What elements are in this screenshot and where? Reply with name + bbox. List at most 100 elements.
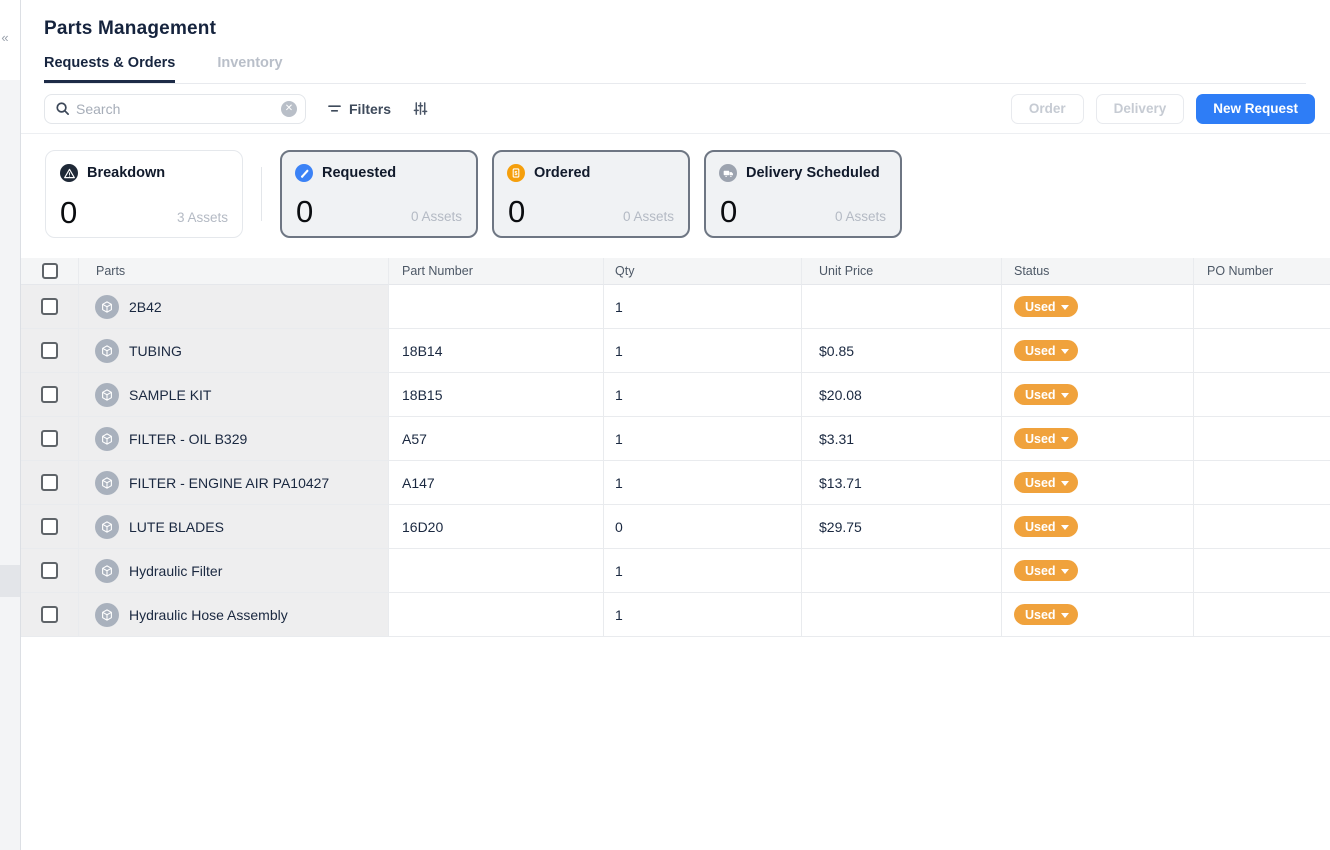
part-cell[interactable]: TUBING [79,329,389,373]
row-checkbox[interactable] [41,474,58,491]
table-row[interactable]: SAMPLE KIT 18B15 1 $20.08 Used [21,373,1330,417]
parts-management-page: Parts Management Requests & Orders Inven… [21,0,1330,850]
sidebar-collapse-chevron-icon[interactable]: « [1,30,9,45]
card-delivery-scheduled[interactable]: Delivery Scheduled 0 0 Assets [704,150,902,238]
sidebar-scrollbar-thumb[interactable] [0,565,20,597]
qty-cell[interactable]: 1 [604,461,802,505]
po-number-cell[interactable] [1194,417,1330,461]
unit-price-cell[interactable]: $3.31 [802,417,1002,461]
card-count: 0 [60,195,78,230]
row-checkbox[interactable] [41,298,58,315]
unit-price-cell[interactable] [802,593,1002,637]
row-checkbox[interactable] [41,430,58,447]
column-header-qty[interactable]: Qty [604,258,802,285]
part-cell[interactable]: 2B42 [79,285,389,329]
part-cell[interactable]: Hydraulic Hose Assembly [79,593,389,637]
search-input[interactable] [70,100,281,117]
po-number-cell[interactable] [1194,461,1330,505]
unit-price-cell[interactable]: $29.75 [802,505,1002,549]
qty-cell[interactable]: 1 [604,593,802,637]
new-request-button[interactable]: New Request [1196,93,1315,124]
row-checkbox-cell [21,461,79,505]
status-dropdown[interactable]: Used [1014,472,1078,493]
status-dropdown[interactable]: Used [1014,428,1078,449]
column-header-unit-price[interactable]: Unit Price [802,258,1002,285]
row-checkbox-cell [21,285,79,329]
table-row[interactable]: LUTE BLADES 16D20 0 $29.75 Used [21,505,1330,549]
status-value: Used [1025,607,1056,622]
part-cell[interactable]: FILTER - ENGINE AIR PA10427 [79,461,389,505]
delivery-button[interactable]: Delivery [1095,93,1185,124]
row-checkbox[interactable] [41,342,58,359]
qty-cell[interactable]: 1 [604,549,802,593]
status-dropdown[interactable]: Used [1014,560,1078,581]
unit-price-cell[interactable]: $0.85 [802,329,1002,373]
part-cell[interactable]: SAMPLE KIT [79,373,389,417]
part-name: Hydraulic Filter [129,562,223,579]
part-cell[interactable]: Hydraulic Filter [79,549,389,593]
po-number-cell[interactable] [1194,329,1330,373]
column-settings-button[interactable] [413,101,428,116]
part-number-cell[interactable] [389,285,604,329]
row-checkbox[interactable] [41,518,58,535]
filters-button[interactable]: Filters [327,101,391,117]
status-dropdown[interactable]: Used [1014,384,1078,405]
po-number-cell[interactable] [1194,593,1330,637]
filters-label: Filters [349,100,392,117]
card-breakdown[interactable]: Breakdown 0 3 Assets [45,150,243,238]
table-row[interactable]: TUBING 18B14 1 $0.85 Used [21,329,1330,373]
column-header-status[interactable]: Status [1002,258,1194,285]
table-row[interactable]: 2B42 1 Used [21,285,1330,329]
part-number-cell[interactable]: 16D20 [389,505,604,549]
part-cell[interactable]: FILTER - OIL B329 [79,417,389,461]
part-number-cell[interactable]: A147 [389,461,604,505]
row-checkbox[interactable] [41,606,58,623]
table-row[interactable]: Hydraulic Filter 1 Used [21,549,1330,593]
status-summary-cards: Breakdown 0 3 Assets Requested 0 0 [21,134,1330,238]
tab-inventory[interactable]: Inventory [217,55,283,71]
unit-price-cell[interactable]: $20.08 [802,373,1002,417]
po-number-cell[interactable] [1194,505,1330,549]
filter-icon [328,105,341,112]
page-title: Parts Management [44,18,217,39]
po-number-cell[interactable] [1194,373,1330,417]
table-row[interactable]: FILTER - ENGINE AIR PA10427 A147 1 $13.7… [21,461,1330,505]
qty-cell[interactable]: 1 [604,373,802,417]
part-number-cell[interactable]: A57 [389,417,604,461]
po-number-cell[interactable] [1194,549,1330,593]
row-checkbox-cell [21,329,79,373]
part-number-cell[interactable] [389,593,604,637]
part-number-cell[interactable]: 18B15 [389,373,604,417]
column-header-part-number[interactable]: Part Number [389,258,604,285]
table-row[interactable]: Hydraulic Hose Assembly 1 Used [21,593,1330,637]
unit-price-value: $3.31 [819,430,855,447]
part-number-cell[interactable]: 18B14 [389,329,604,373]
order-button[interactable]: Order [1010,93,1084,124]
card-ordered[interactable]: $ Ordered 0 0 Assets [492,150,690,238]
tab-requests-and-orders[interactable]: Requests & Orders [44,55,176,83]
qty-cell[interactable]: 1 [604,329,802,373]
unit-price-value: $0.85 [819,342,855,359]
select-all-checkbox[interactable] [41,263,58,279]
part-cell[interactable]: LUTE BLADES [79,505,389,549]
unit-price-cell[interactable]: $13.71 [802,461,1002,505]
status-dropdown[interactable]: Used [1014,340,1078,361]
search-clear-icon[interactable]: ✕ [281,100,297,117]
status-dropdown[interactable]: Used [1014,516,1078,537]
part-number-cell[interactable] [389,549,604,593]
status-dropdown[interactable]: Used [1014,296,1078,317]
status-dropdown[interactable]: Used [1014,604,1078,625]
card-requested[interactable]: Requested 0 0 Assets [280,150,478,238]
table-row[interactable]: FILTER - OIL B329 A57 1 $3.31 Used [21,417,1330,461]
unit-price-cell[interactable] [802,285,1002,329]
unit-price-cell[interactable] [802,549,1002,593]
row-checkbox[interactable] [41,562,58,579]
row-checkbox[interactable] [41,386,58,403]
column-header-parts[interactable]: Parts [79,258,389,285]
po-number-cell[interactable] [1194,285,1330,329]
qty-cell[interactable]: 0 [604,505,802,549]
search-icon [56,102,69,115]
qty-cell[interactable]: 1 [604,417,802,461]
column-header-po-number[interactable]: PO Number [1194,258,1330,285]
qty-cell[interactable]: 1 [604,285,802,329]
